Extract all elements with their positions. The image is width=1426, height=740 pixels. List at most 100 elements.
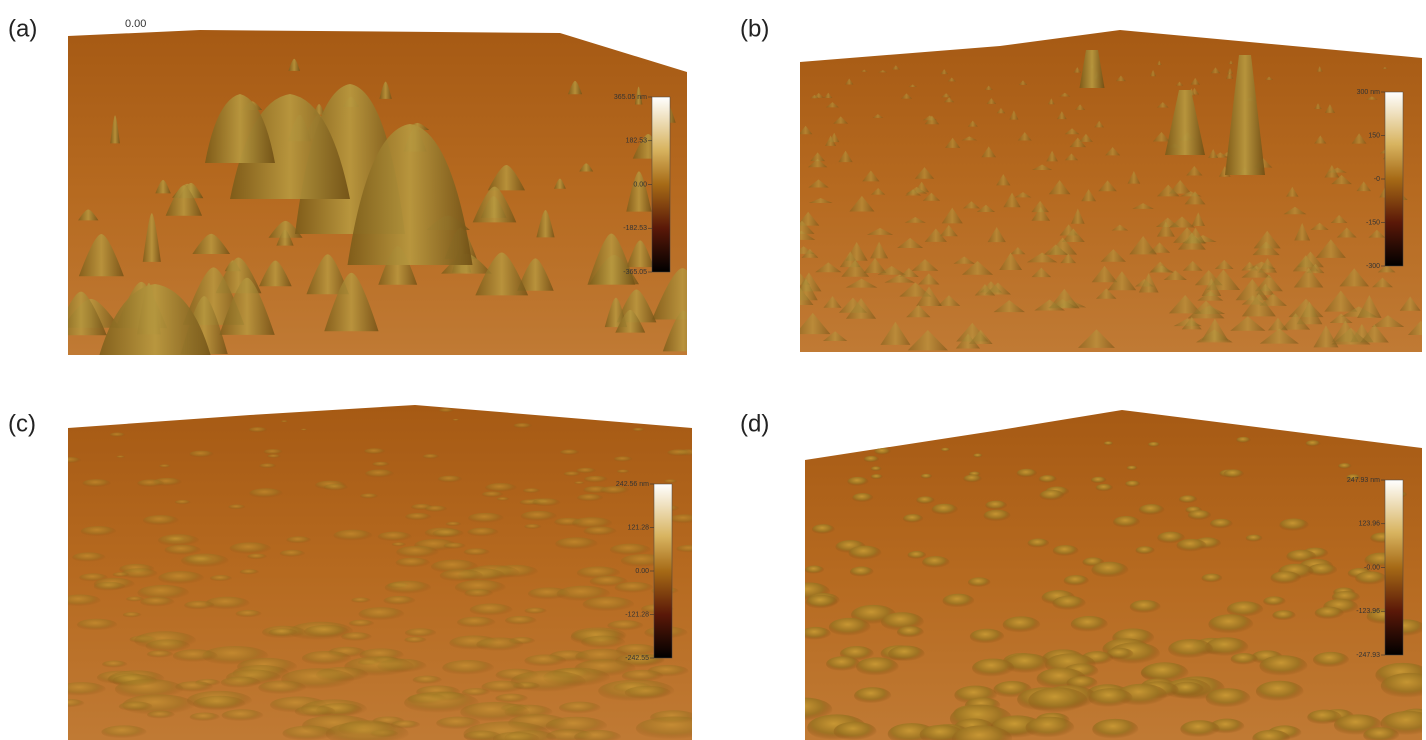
colorbar-tick-label: -150 — [1366, 219, 1380, 226]
bump — [123, 612, 142, 618]
bump — [119, 702, 153, 712]
bump — [1026, 717, 1075, 739]
bump — [1003, 616, 1041, 633]
bump — [467, 528, 498, 537]
bump — [985, 501, 1007, 511]
bump — [396, 558, 430, 568]
bump — [610, 544, 651, 556]
bump — [77, 619, 117, 631]
bump — [968, 577, 991, 587]
figure: (a)0.00365.05 nm182.530.00-182.53-365.05… — [0, 0, 1426, 740]
bump — [1096, 484, 1113, 492]
bump — [181, 554, 229, 568]
bump — [1168, 639, 1213, 659]
bump — [1091, 562, 1128, 579]
colorbar-tick-label: 150 — [1368, 132, 1380, 139]
bump — [916, 496, 934, 504]
bump — [1127, 466, 1138, 471]
bump — [846, 441, 858, 446]
bump — [113, 572, 130, 577]
bump — [442, 660, 494, 676]
bump — [970, 629, 1004, 644]
bump — [372, 462, 389, 467]
bump — [147, 650, 173, 658]
bump — [617, 470, 630, 474]
bump — [921, 474, 933, 479]
bump — [1338, 463, 1351, 469]
bump — [1306, 440, 1321, 447]
peak — [631, 36, 636, 43]
colorbar-tick-label: -365.05 — [623, 269, 647, 276]
bump — [423, 454, 440, 459]
bump — [823, 444, 838, 451]
bump — [72, 552, 105, 562]
bump — [83, 479, 111, 488]
bump — [259, 463, 276, 468]
bump — [625, 686, 671, 700]
bump — [826, 656, 860, 671]
bump — [806, 595, 838, 609]
bump — [360, 493, 378, 498]
bump — [1104, 441, 1114, 445]
bump — [396, 546, 439, 559]
panel-label: (a) — [8, 15, 37, 42]
bump — [365, 469, 394, 478]
bump — [333, 530, 372, 542]
bump — [444, 543, 466, 550]
bump — [1028, 687, 1087, 714]
bump — [446, 522, 462, 527]
bump — [559, 702, 601, 715]
bump — [932, 504, 958, 516]
bump — [922, 556, 950, 568]
bump — [1263, 596, 1285, 606]
bump — [864, 456, 879, 463]
bump — [632, 428, 644, 432]
colorbar — [654, 484, 672, 658]
bump — [94, 582, 126, 591]
bump — [583, 597, 635, 612]
bump — [1113, 516, 1140, 528]
bump — [464, 589, 493, 598]
bump — [1313, 652, 1349, 668]
afm-surface — [787, 30, 1426, 352]
bump — [667, 449, 691, 456]
bump — [847, 477, 868, 486]
bump — [267, 454, 281, 458]
bump — [392, 542, 406, 546]
colorbar-tick-label: -300 — [1366, 263, 1380, 270]
bump — [457, 617, 495, 628]
bump — [468, 513, 504, 524]
bump — [1206, 688, 1251, 708]
bump — [264, 449, 283, 455]
colorbar-tick-label: 0.00 — [635, 568, 649, 575]
bump — [230, 542, 271, 554]
bump — [1208, 614, 1253, 634]
bump — [848, 546, 881, 561]
bump — [140, 597, 174, 607]
bump — [676, 545, 703, 553]
bump — [583, 526, 616, 536]
bump — [58, 682, 106, 696]
bump — [470, 603, 513, 616]
bump — [941, 448, 950, 452]
bump — [1256, 418, 1265, 422]
axis-label: 0.00 — [125, 18, 146, 30]
bump — [943, 594, 975, 608]
bump — [1202, 574, 1223, 583]
colorbar-tick-label: 121.28 — [628, 524, 650, 531]
bump — [280, 550, 305, 558]
bump — [158, 571, 204, 585]
bump — [221, 677, 261, 689]
colorbar-tick-label: -0.00 — [1364, 564, 1380, 571]
bump — [1223, 469, 1244, 478]
bump — [405, 628, 436, 637]
bump — [972, 659, 1014, 678]
bump — [888, 646, 925, 662]
bump — [963, 475, 981, 483]
bump — [1125, 481, 1140, 488]
bump — [268, 628, 297, 637]
bump — [1180, 720, 1219, 738]
bump — [505, 616, 537, 625]
bump — [577, 494, 603, 502]
bump — [584, 476, 608, 483]
